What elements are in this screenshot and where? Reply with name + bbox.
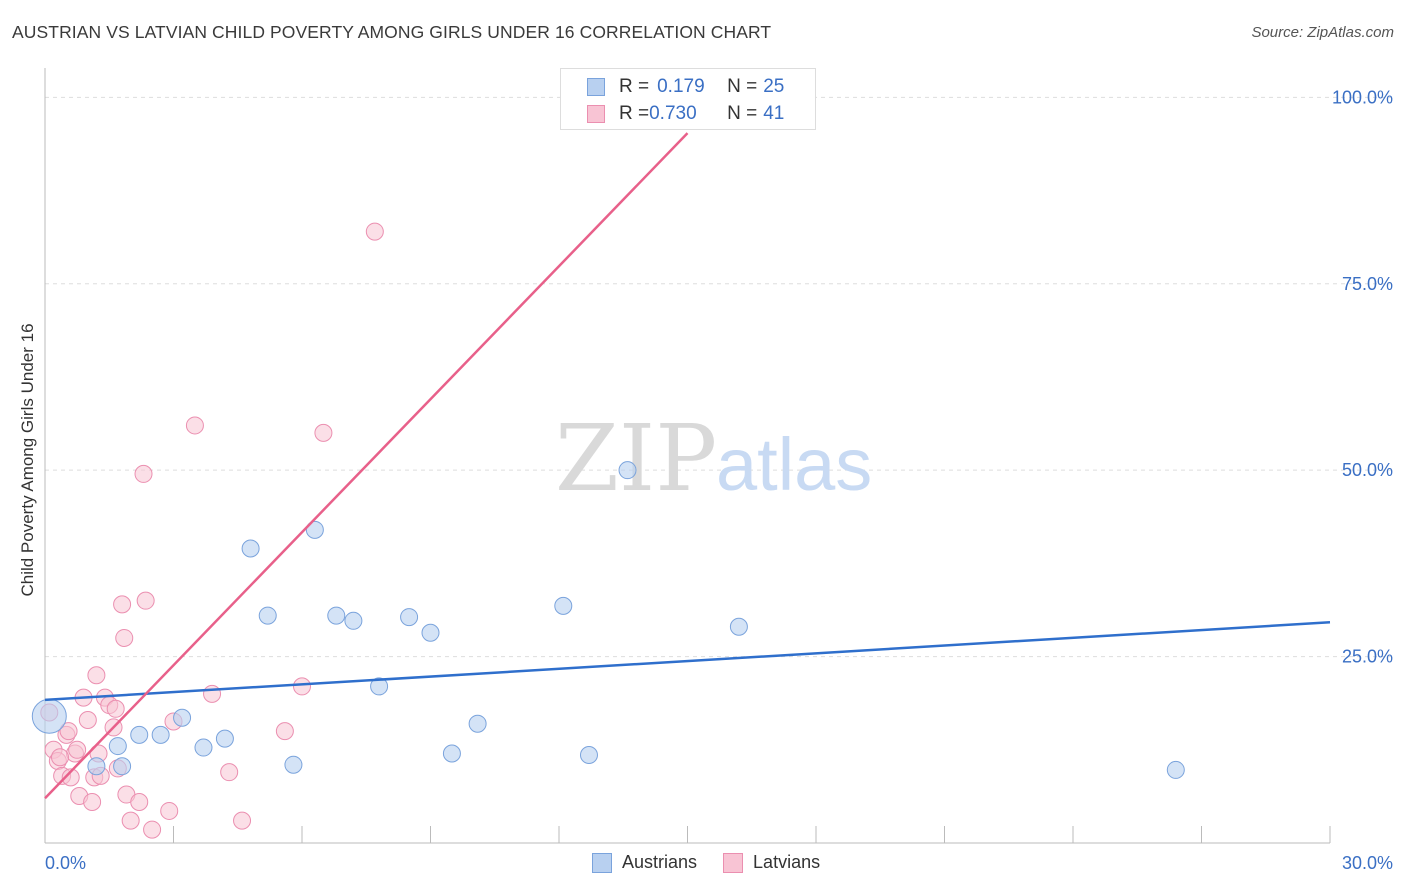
latvians-point: [115, 628, 134, 647]
austrians-point: [729, 617, 748, 636]
latvians-point: [314, 423, 333, 442]
austrians-point: [618, 461, 637, 480]
watermark-atlas: atlas: [716, 423, 872, 506]
series-legend: Austrians Latvians: [592, 852, 840, 873]
austrians-trend-line: [44, 621, 1331, 702]
y-tick-label: 50.0%: [1342, 460, 1393, 480]
austrians-point: [579, 746, 598, 765]
latvians-point: [83, 792, 102, 811]
legend-n-value: 25: [763, 76, 785, 97]
austrians-point: [151, 725, 170, 744]
latvians-point: [68, 740, 87, 759]
austrians-points: [31, 461, 1185, 779]
austrians-point: [327, 606, 346, 625]
latvians-point: [293, 677, 311, 696]
austrians-point: [305, 520, 324, 539]
legend-r-value: 0.179: [657, 76, 705, 97]
latvians-trend-line: [44, 132, 689, 800]
austrians-point: [173, 708, 192, 727]
austrians-point: [31, 698, 67, 734]
austrians-point: [108, 737, 127, 756]
legend-n-label: N =: [727, 76, 758, 97]
austrians-point: [113, 757, 132, 776]
latvians-point: [185, 416, 204, 435]
y-tick-label: 25.0%: [1342, 647, 1393, 667]
x-tick-label: 30.0%: [1342, 853, 1393, 873]
austrians-point: [421, 623, 440, 642]
austrians-point: [241, 539, 260, 558]
x-tick-label: 0.0%: [45, 853, 86, 873]
latvians-point: [130, 792, 149, 811]
austrians-point: [468, 714, 487, 733]
austrians-point: [215, 729, 234, 748]
watermark: ZIP atlas: [555, 405, 872, 512]
latvians-point: [50, 748, 69, 767]
latvians-point: [113, 595, 132, 614]
latvians-swatch: [587, 105, 605, 123]
source-label: Source: ZipAtlas.com: [1251, 24, 1394, 41]
legend-r-value: 0.730: [649, 103, 697, 124]
austrians-point: [258, 606, 277, 625]
latvians-point: [134, 464, 153, 483]
trend-lines: [44, 132, 1331, 800]
chart-title: AUSTRIAN VS LATVIAN CHILD POVERTY AMONG …: [12, 22, 772, 42]
latvians-point: [106, 699, 125, 718]
austrians-point: [130, 725, 149, 744]
latvians-point: [233, 811, 252, 830]
latvians-legend-label: Latvians: [753, 852, 821, 872]
watermark-zip: ZIP: [555, 405, 717, 512]
latvians-point: [220, 763, 239, 782]
latvians-point: [365, 222, 384, 241]
legend-r-label: R =: [619, 76, 650, 97]
austrians-point: [442, 744, 461, 763]
austrians-point: [554, 596, 573, 615]
y-tick-label: 100.0%: [1332, 87, 1393, 107]
legend-r-label: R =: [619, 103, 650, 124]
latvians-point: [275, 722, 294, 741]
austrians-point: [87, 757, 106, 776]
legend-row-austrians: R = 0.179 N = 25: [587, 75, 784, 99]
legend-row-latvians: R = 0.730 N = 41: [587, 102, 784, 126]
latvians-legend-swatch: [723, 852, 744, 873]
tick-labels: 25.0% 50.0% 75.0% 100.0% 0.0% 30.0%: [45, 87, 1393, 873]
latvians-point: [121, 811, 140, 830]
austrians-point: [344, 611, 363, 630]
austrians-legend-swatch: [592, 852, 612, 873]
latvians-point: [203, 684, 222, 703]
y-tick-label: 75.0%: [1342, 274, 1393, 294]
stats-legend: R = 0.179 N = 25 R = 0.730 N = 41: [560, 68, 816, 130]
austrians-point: [284, 755, 303, 774]
austrians-swatch: [587, 78, 605, 96]
austrians-point: [1166, 760, 1185, 779]
austrians-legend-label: Austrians: [622, 852, 698, 872]
latvians-point: [136, 591, 155, 610]
latvians-point: [143, 820, 162, 839]
latvians-point: [61, 768, 80, 787]
latvians-points: [40, 222, 384, 839]
austrians-point: [400, 608, 419, 627]
y-axis-label: Child Poverty Among Girls Under 16: [18, 323, 37, 597]
austrians-point: [194, 738, 213, 757]
latvians-point: [160, 801, 179, 820]
latvians-point: [78, 710, 97, 729]
latvians-point: [59, 722, 78, 741]
latvians-point: [87, 666, 106, 685]
legend-n-value: 41: [763, 103, 785, 124]
legend-n-label: N =: [727, 103, 758, 124]
legend-item-latvians[interactable]: Latvians: [723, 852, 820, 873]
austrians-point: [370, 677, 389, 696]
legend-item-austrians[interactable]: Austrians: [592, 852, 697, 873]
grid-lines: [45, 96, 1392, 658]
